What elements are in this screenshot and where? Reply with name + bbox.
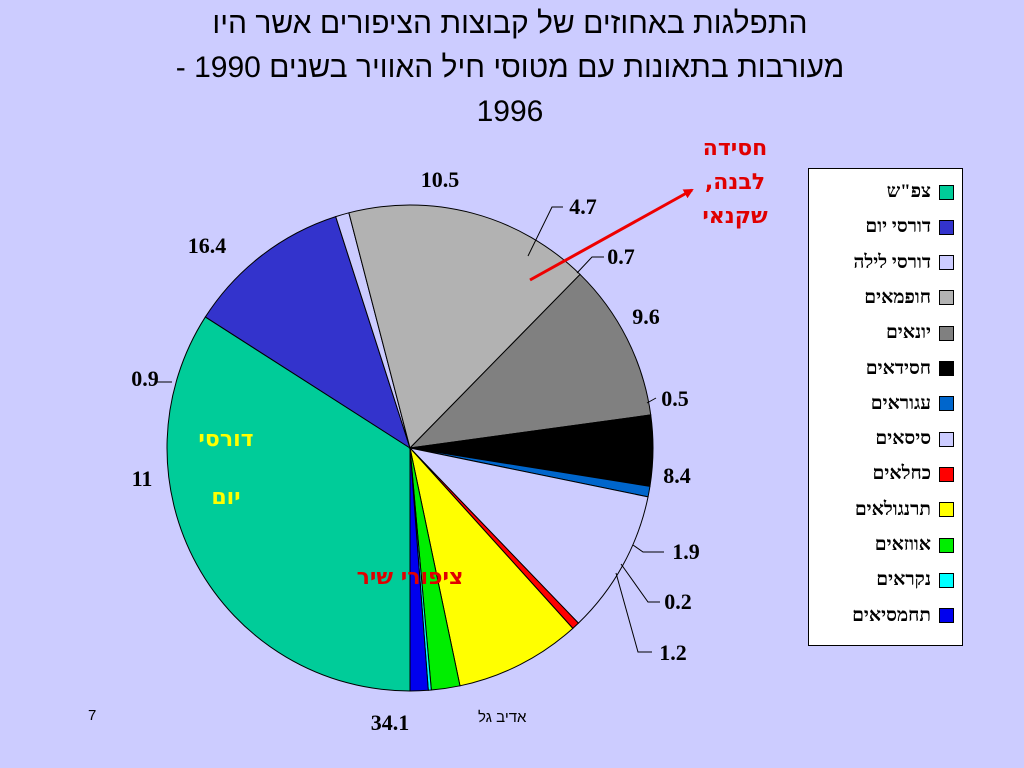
legend-label: חופמאים: [864, 286, 931, 308]
author-name: אדיב גל: [478, 709, 527, 726]
pie-slice: [408, 273, 652, 449]
legend-label: תרנגולאים: [854, 498, 931, 520]
leader-lines: [156, 206, 664, 653]
value-label: 9.6: [632, 304, 660, 329]
legend-label: כחלאים: [872, 463, 931, 485]
legend-swatch: [939, 466, 954, 482]
value-label: 0.5: [661, 386, 689, 411]
inner-labels: ציפורי שיר דורסי יום: [198, 427, 463, 590]
legend-item: חסידאים: [866, 357, 954, 381]
legend-item: עגוראים: [871, 392, 954, 416]
legend-label: דורסי יום: [865, 216, 931, 238]
legend-label: נקראים: [876, 569, 931, 591]
value-label: 1.9: [672, 539, 700, 564]
value-label: 16.4: [188, 233, 227, 258]
legend-label: סיסאים: [875, 428, 931, 450]
legend-swatch: [939, 290, 954, 306]
legend-label: חסידאים: [865, 357, 931, 379]
page-number: 7: [88, 707, 97, 724]
legend-item: נקראים: [876, 568, 954, 592]
legend-item: יונאים: [886, 321, 954, 345]
legend-label: יונאים: [885, 322, 931, 344]
legend-label: דורסי לילה: [853, 251, 931, 273]
legend-swatch: [939, 572, 954, 588]
slice-inner-label: יום: [211, 485, 240, 510]
legend-item: תחמסיאים: [852, 604, 954, 628]
pie-slice: [408, 447, 649, 624]
leader-line: [576, 256, 604, 274]
title-line-1: התפלגות באחוזים של קבוצות הציפורים אשר ה…: [212, 7, 808, 40]
legend-item: חופמאים: [864, 286, 954, 310]
value-label: 0.7: [607, 244, 635, 269]
title-line-2: מעורבות בתאונות עם מטוסי חיל האוויר בשני…: [175, 51, 845, 84]
annotation-arrow: [529, 188, 694, 282]
legend-item: צפ"ש: [887, 180, 954, 204]
leader-line: [646, 397, 657, 404]
legend-label: עגוראים: [870, 392, 931, 414]
legend-swatch: [939, 608, 954, 624]
pie-slice: [204, 216, 411, 450]
pie-slice: [348, 204, 581, 449]
legend: צפ"ש דורסי יום דורסי לילה חופמאים יונאים חסיד…: [808, 168, 963, 646]
annotation-arrow-line: [529, 188, 694, 282]
legend-label: תחמסיאים: [852, 604, 931, 626]
legend-item: דורסי יום: [865, 215, 954, 239]
legend-label: אווזאים: [874, 534, 931, 555]
legend-item: תרנגולאים: [855, 498, 954, 522]
annotation-line-3: שקנאי: [702, 204, 768, 229]
value-label: 0.2: [664, 589, 692, 614]
pie-slice: [166, 316, 411, 692]
value-label: 34.1: [371, 710, 410, 735]
legend-swatch: [939, 431, 954, 447]
legend-item: כחלאים: [873, 462, 954, 486]
legend-label: צפ"ש: [886, 181, 931, 202]
leader-line: [527, 206, 563, 257]
pie-slice: [409, 447, 429, 692]
chart-title: התפלגות באחוזים של קבוצות הציפורים אשר ה…: [60, 2, 960, 134]
value-label: 10.5: [421, 167, 460, 192]
legend-item: סיסאים: [875, 427, 954, 451]
pie-slices: [166, 204, 654, 692]
legend-swatch: [939, 537, 954, 553]
legend-swatch: [939, 325, 954, 341]
pie-slice: [409, 446, 574, 687]
legend-swatch: [939, 396, 954, 412]
value-label: 0.9: [131, 366, 159, 391]
leader-line: [615, 572, 652, 653]
legend-swatch: [939, 255, 954, 271]
legend-item: דורסי לילה: [853, 251, 954, 275]
value-label: 1.2: [659, 640, 687, 665]
value-label: 4.7: [569, 194, 597, 219]
leader-line: [620, 563, 660, 603]
value-labels: 34.1 11 0.9 16.4 10.5 4.7 0.7 9.6 0.5 8.4 1.9 0.2 1.…: [131, 167, 700, 735]
value-label: 11: [132, 466, 153, 491]
legend-swatch: [939, 219, 954, 235]
legend-swatch: [939, 502, 954, 518]
annotation-line-1: חסידה: [702, 136, 768, 161]
value-label: 8.4: [663, 463, 691, 488]
slice-inner-label: דורסי: [198, 427, 253, 452]
annotation-label: חסידה לבנה, שקנאי: [680, 132, 790, 234]
annotation-line-2: לבנה,: [704, 170, 766, 195]
slice-inner-label: ציפורי שיר: [357, 565, 464, 590]
legend-swatch: [939, 184, 954, 200]
legend-item: אווזאים: [875, 533, 954, 557]
legend-swatch: [939, 361, 954, 376]
leader-line: [632, 544, 664, 553]
title-line-3: 1996: [476, 95, 544, 128]
